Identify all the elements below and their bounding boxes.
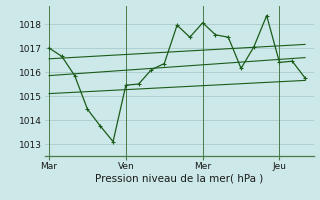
X-axis label: Pression niveau de la mer( hPa ): Pression niveau de la mer( hPa ): [95, 173, 263, 183]
